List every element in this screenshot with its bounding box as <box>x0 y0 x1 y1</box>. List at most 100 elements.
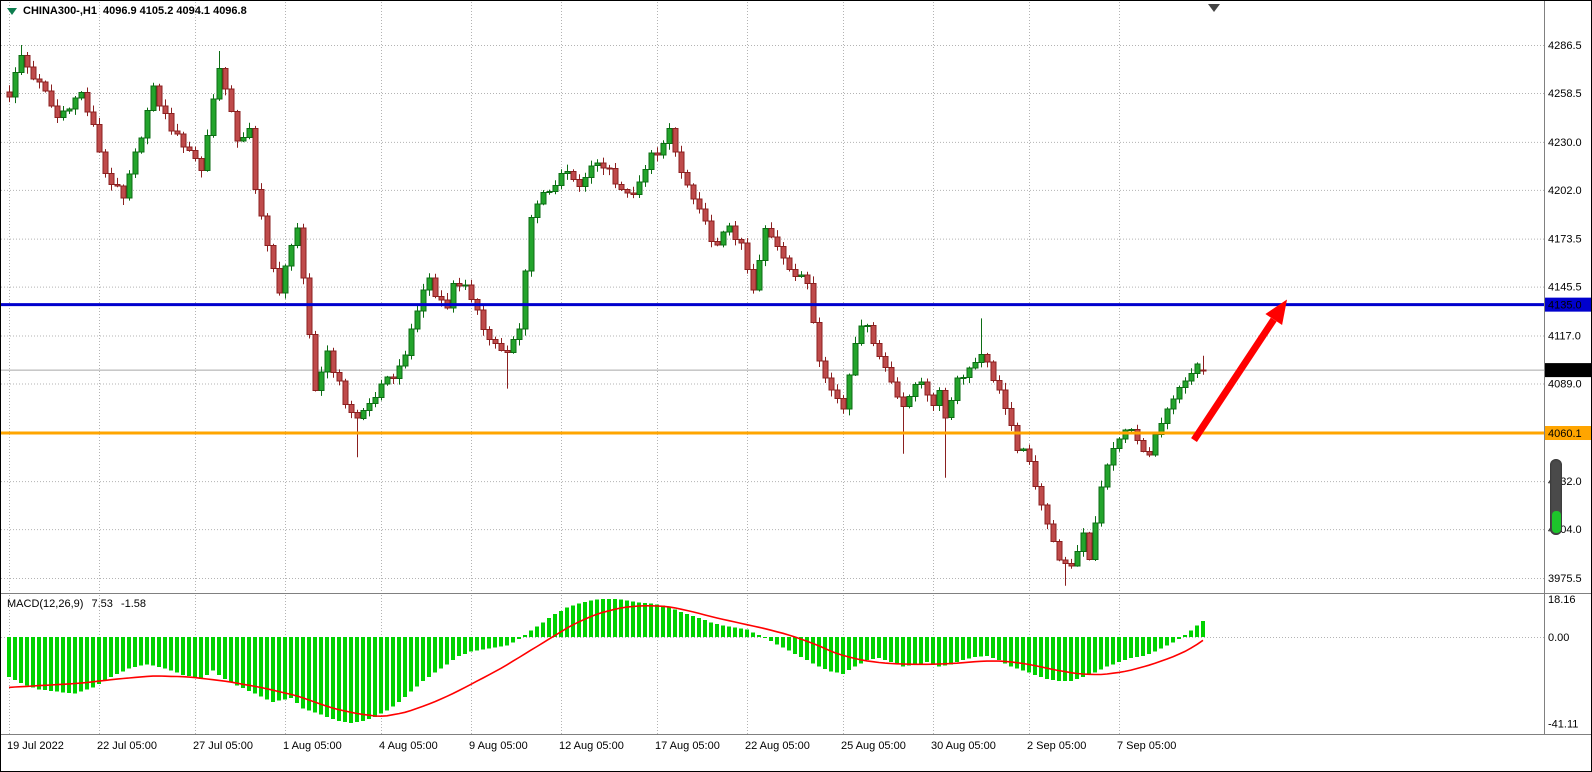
macd-bar <box>925 637 929 663</box>
macd-bar <box>385 637 389 711</box>
candle-body <box>1164 408 1171 424</box>
ohlc-readout: 4096.9 4105.2 4094.1 4096.8 <box>102 5 247 17</box>
candle-body <box>480 309 487 330</box>
macd-bar <box>811 637 815 664</box>
candle-body <box>768 227 775 238</box>
candle-body <box>564 171 571 174</box>
candle-body <box>432 277 439 298</box>
trend-arrow[interactable] <box>1191 299 1287 442</box>
candle-body <box>1020 448 1027 452</box>
symbol-dropdown-icon[interactable] <box>7 7 17 15</box>
candle-body <box>552 184 559 193</box>
macd-bar <box>643 602 647 637</box>
side-scrollbar[interactable] <box>1550 459 1562 535</box>
macd-bar <box>109 637 113 677</box>
candle-body <box>666 128 673 144</box>
svg-text:4060.1: 4060.1 <box>1548 428 1582 440</box>
candle-body <box>210 98 217 136</box>
candle-body <box>60 110 67 119</box>
macd-bar <box>55 637 59 692</box>
price-axis-label: 4117.0 <box>1548 330 1581 342</box>
candle-body <box>1128 429 1135 432</box>
candle-body <box>582 177 589 187</box>
candle-body <box>648 152 655 170</box>
price-axis-label: 4230.0 <box>1548 137 1582 149</box>
candle-body <box>594 162 601 167</box>
candle-body <box>54 105 61 119</box>
candle-body <box>366 402 373 411</box>
candle-body <box>558 172 565 186</box>
macd-bar <box>805 637 809 661</box>
macd-signal-value: -1.58 <box>120 598 147 610</box>
macd-bar <box>49 637 53 691</box>
trend-arrow-shaft <box>1191 317 1277 442</box>
macd-bar <box>499 637 503 647</box>
candle-body <box>714 241 721 246</box>
macd-bar <box>187 637 191 677</box>
candlestick-series[interactable] <box>6 45 1207 586</box>
candle-body <box>834 389 841 400</box>
macd-bar <box>175 637 179 673</box>
candle-body <box>840 398 847 410</box>
macd-axis-label: 0.00 <box>1548 632 1569 644</box>
candle-body <box>738 239 745 244</box>
macd-bar <box>7 637 11 677</box>
macd-bar <box>157 637 161 668</box>
macd-bar <box>529 630 533 637</box>
candle-body <box>36 78 43 83</box>
macd-bar <box>163 637 167 669</box>
candle-body <box>12 72 19 98</box>
macd-bar <box>61 637 65 693</box>
macd-bar <box>937 637 941 667</box>
macd-bar <box>325 637 329 717</box>
macd-bar <box>1081 637 1085 677</box>
candle-body <box>1080 532 1087 553</box>
candle-body <box>336 371 343 382</box>
chart-shift-marker[interactable] <box>1208 4 1220 12</box>
candle-body <box>1122 429 1129 440</box>
time-axis[interactable]: 19 Jul 2022 22 Jul 05:00 27 Jul 05:00 1 Aug… <box>7 740 1176 752</box>
macd-bar <box>391 637 395 707</box>
candle-body <box>1056 540 1063 561</box>
macd-bar <box>829 637 833 672</box>
svg-text:4096.8: 4096.8 <box>1548 365 1582 377</box>
macd-bar <box>991 637 995 658</box>
macd-bar <box>1069 637 1073 682</box>
candle-body <box>1074 551 1081 567</box>
macd-bar <box>1171 637 1175 643</box>
macd-bar <box>481 637 485 650</box>
macd-bar <box>691 616 695 637</box>
macd-bar <box>685 613 689 637</box>
candle-body <box>726 225 733 233</box>
candle-body <box>96 124 103 153</box>
macd-bar <box>817 637 821 667</box>
macd-bar <box>931 637 935 665</box>
candle-body <box>24 55 31 68</box>
time-axis-label: 19 Jul 2022 <box>7 740 64 752</box>
candle-body <box>108 173 115 185</box>
macd-bar <box>793 637 797 654</box>
time-axis-label: 12 Aug 05:00 <box>559 740 624 752</box>
macd-bar <box>451 637 455 661</box>
macd-bar <box>403 637 407 697</box>
candle-body <box>162 105 169 114</box>
macd-axis-label: -41.11 <box>1548 718 1578 730</box>
side-scrollbar-green-segment <box>1551 511 1561 533</box>
candle-body <box>114 184 121 187</box>
macd-bar <box>997 637 1001 661</box>
macd-bar <box>853 637 857 667</box>
candle-body <box>390 376 397 380</box>
macd-bar <box>1075 637 1079 679</box>
macd-bar <box>889 637 893 663</box>
macd-bar <box>265 637 269 700</box>
macd-bar <box>823 637 827 669</box>
macd-name: MACD(12,26,9) <box>7 598 84 610</box>
macd-bar <box>85 637 89 690</box>
candle-body <box>1032 461 1039 488</box>
candle-body <box>1062 559 1069 564</box>
macd-bar <box>211 637 215 671</box>
macd-bar <box>439 637 443 669</box>
price-axis[interactable]: 4286.5 4258.5 4230.0 4202.0 4173.5 4145.5 4117… <box>1548 40 1582 730</box>
candle-body <box>678 151 685 173</box>
